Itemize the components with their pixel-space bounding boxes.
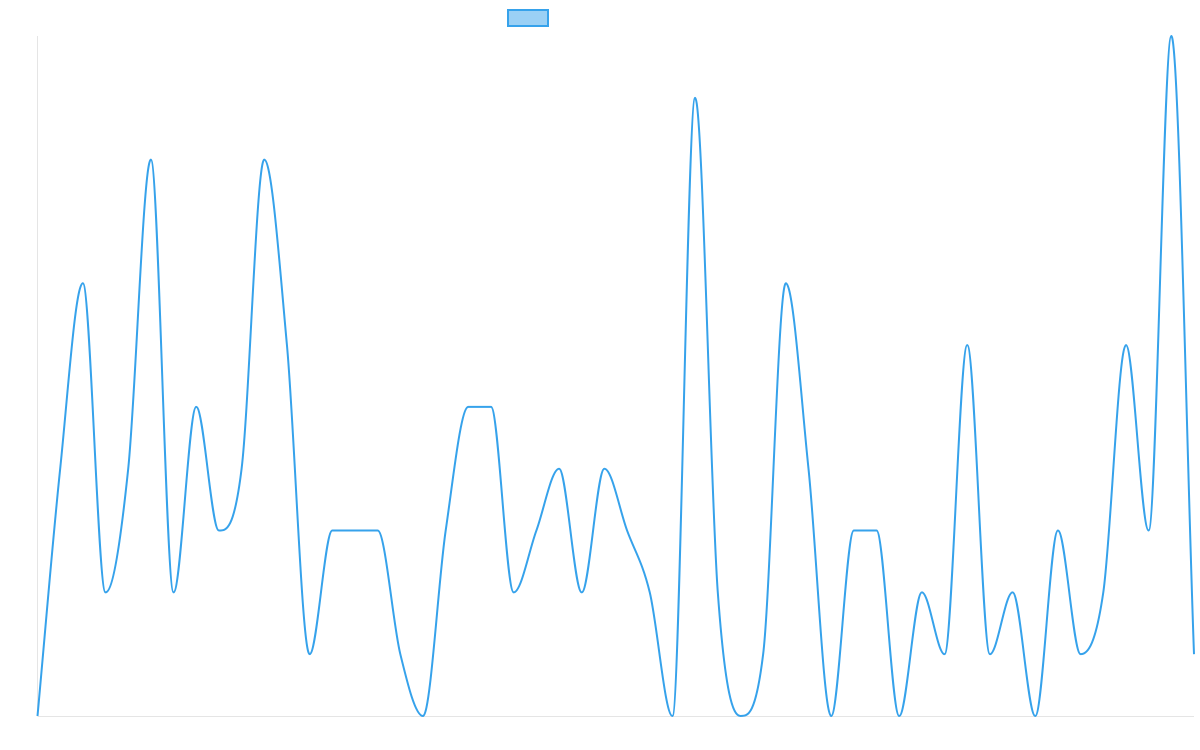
data-point-0-24[interactable] — [579, 589, 585, 595]
data-point-0-23[interactable] — [556, 466, 562, 472]
data-point-0-4[interactable] — [125, 466, 131, 472]
data-point-0-45[interactable] — [1055, 528, 1061, 534]
data-point-0-8[interactable] — [216, 528, 222, 534]
data-point-0-25[interactable] — [601, 466, 607, 472]
data-point-0-39[interactable] — [919, 589, 925, 595]
data-point-0-30[interactable] — [715, 589, 721, 595]
data-point-0-16[interactable] — [397, 651, 403, 657]
data-point-0-50[interactable] — [1168, 33, 1174, 39]
data-point-0-44[interactable] — [1032, 713, 1038, 719]
data-point-0-21[interactable] — [511, 589, 517, 595]
data-point-0-31[interactable] — [737, 713, 743, 719]
data-point-0-26[interactable] — [624, 528, 630, 534]
data-point-0-46[interactable] — [1078, 651, 1084, 657]
series-layer — [35, 33, 1197, 719]
data-point-0-51[interactable] — [1191, 651, 1197, 657]
data-point-0-9[interactable] — [239, 466, 245, 472]
data-point-0-5[interactable] — [148, 157, 154, 163]
data-point-0-15[interactable] — [375, 528, 381, 534]
data-point-0-3[interactable] — [103, 589, 109, 595]
data-point-0-1[interactable] — [57, 466, 63, 472]
data-point-0-17[interactable] — [420, 713, 426, 719]
data-point-0-35[interactable] — [828, 713, 834, 719]
data-point-0-41[interactable] — [964, 342, 970, 348]
data-point-0-13[interactable] — [329, 528, 335, 534]
data-point-0-14[interactable] — [352, 528, 358, 534]
data-point-0-28[interactable] — [669, 713, 675, 719]
data-point-0-10[interactable] — [261, 157, 267, 163]
data-point-0-43[interactable] — [1010, 589, 1016, 595]
data-point-0-34[interactable] — [806, 466, 812, 472]
data-point-0-36[interactable] — [851, 528, 857, 534]
data-point-0-48[interactable] — [1123, 342, 1129, 348]
data-point-0-38[interactable] — [896, 713, 902, 719]
data-point-0-47[interactable] — [1100, 589, 1106, 595]
data-point-0-42[interactable] — [987, 651, 993, 657]
legend-swatch — [507, 9, 549, 27]
data-point-0-6[interactable] — [171, 589, 177, 595]
data-point-0-11[interactable] — [284, 342, 290, 348]
data-point-0-7[interactable] — [193, 404, 199, 410]
data-point-0-40[interactable] — [942, 651, 948, 657]
legend[interactable] — [507, 9, 555, 27]
data-point-0-22[interactable] — [533, 528, 539, 534]
data-point-0-12[interactable] — [307, 651, 313, 657]
data-point-0-33[interactable] — [783, 280, 789, 286]
data-point-0-29[interactable] — [692, 95, 698, 101]
data-point-0-18[interactable] — [443, 528, 449, 534]
data-point-0-49[interactable] — [1146, 528, 1152, 534]
data-point-0-20[interactable] — [488, 404, 494, 410]
series-line-0 — [36, 35, 1195, 717]
data-point-0-19[interactable] — [465, 404, 471, 410]
data-point-0-27[interactable] — [647, 589, 653, 595]
data-point-0-2[interactable] — [80, 280, 86, 286]
data-point-0-37[interactable] — [874, 528, 880, 534]
data-point-0-32[interactable] — [760, 651, 766, 657]
data-point-0-0[interactable] — [35, 713, 41, 719]
